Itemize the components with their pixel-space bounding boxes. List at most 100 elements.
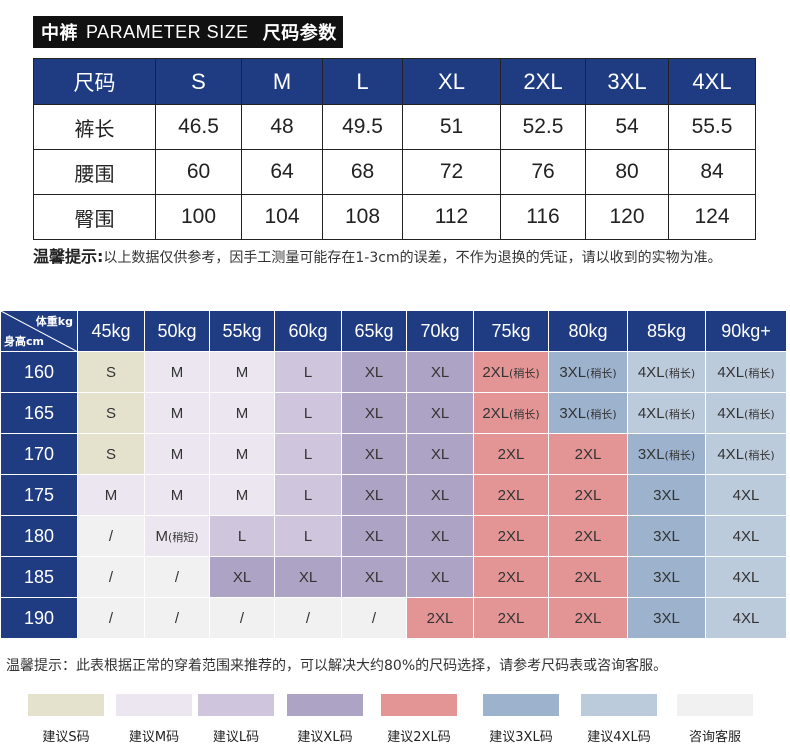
size-value: 3XL (653, 609, 680, 627)
legend-label: 建议2XL码 (387, 730, 451, 745)
size-cell: S (77, 433, 145, 475)
size-cell: L (274, 515, 342, 557)
size-value: L (303, 445, 313, 463)
size-value: 2XL (574, 609, 602, 627)
size-cell: 4XL(稍长) (627, 392, 706, 434)
size-value: 4XL (732, 568, 760, 586)
param-row: 腰围 60 64 68 72 76 80 84 (33, 149, 756, 195)
legend-label: 建议XL码 (297, 730, 353, 745)
size-note: (稍长) (509, 366, 540, 380)
title-en: PARAMETER SIZE (86, 21, 249, 42)
param-cell: 72 (402, 149, 501, 195)
title-cn2: 尺码参数 (262, 23, 337, 44)
size-value: M (104, 486, 118, 504)
size-value: S (105, 445, 116, 463)
legend-item: 建议3XL码 (483, 694, 559, 745)
param-cell: 104 (241, 194, 323, 240)
size-value: L (237, 527, 247, 545)
size-note: (稍长) (509, 407, 540, 421)
size-value: 3XL (653, 527, 680, 545)
param-row-label: 裤长 (33, 104, 156, 150)
size-cell: L (274, 474, 342, 516)
legend-item: 建议4XL码 (581, 694, 657, 745)
size-note: (稍长) (664, 448, 696, 462)
size-value: XL (298, 568, 318, 586)
size-value: 2XL (497, 527, 525, 545)
size-cell: M (144, 433, 210, 475)
size-value: 4XL (637, 363, 665, 381)
size-cell: XL (341, 474, 407, 516)
size-cell: 2XL (473, 474, 549, 516)
size-cell: S (77, 392, 145, 434)
weight-header: 60kg (274, 310, 342, 352)
height-row: 185 / / XL XL XL XL 2XL 2XL 3XL 4XL (0, 556, 787, 598)
param-cell: 48 (241, 104, 323, 150)
recommendation-note: 温馨提示：此表根据正常的穿着范围来推荐的，可以解决大约80%的尺码选择，请参考尺… (6, 658, 668, 674)
size-value: XL (232, 568, 252, 586)
legend-swatch (581, 694, 657, 716)
size-cell: XL (406, 556, 474, 598)
size-cell: 2XL (548, 474, 628, 516)
param-row-label: 腰围 (33, 149, 156, 195)
size-value: 2XL (497, 609, 525, 627)
legend-swatch (287, 694, 363, 716)
size-value: / (108, 609, 114, 627)
size-cell: M(稍短) (144, 515, 210, 557)
corner-weight-label: 体重kg (35, 315, 73, 328)
size-value: XL (430, 568, 450, 586)
height-label: 175 (0, 474, 78, 516)
weight-header: 75kg (473, 310, 549, 352)
size-value: 2XL (497, 568, 525, 586)
size-value: XL (364, 404, 384, 422)
legend-item: 建议L码 (198, 694, 274, 745)
size-cell: XL (406, 474, 474, 516)
size-cell: 3XL (627, 474, 706, 516)
size-value: 4XL (717, 445, 745, 463)
param-row: 臀围 100 104 108 112 116 120 124 (33, 194, 756, 240)
title-cn: 中裤 (41, 23, 78, 44)
size-value: / (108, 527, 114, 545)
size-value: M (170, 404, 184, 422)
size-note: (稍短) (167, 530, 199, 544)
size-cell: / (144, 556, 210, 598)
size-cell: 2XL (473, 515, 549, 557)
param-cell: 54 (585, 104, 669, 150)
size-value: M (235, 404, 249, 422)
size-cell: XL (341, 392, 407, 434)
size-value: / (239, 609, 245, 627)
size-cell: M (144, 351, 210, 393)
param-cell: 80 (585, 149, 669, 195)
legend-item: 建议XL码 (287, 694, 363, 745)
weight-header: 80kg (548, 310, 628, 352)
legend-swatch (483, 694, 559, 716)
size-cell: 2XL(稍长) (473, 351, 549, 393)
size-cell: 3XL(稍长) (548, 392, 628, 434)
size-cell: 4XL(稍长) (705, 433, 787, 475)
size-cell: / (77, 515, 145, 557)
size-cell: L (209, 515, 275, 557)
size-cell: / (144, 597, 210, 639)
legend-item: 咨询客服 (677, 694, 753, 745)
size-value: / (371, 609, 377, 627)
size-cell: 2XL (548, 515, 628, 557)
size-value: M (170, 445, 184, 463)
size-value: XL (364, 527, 384, 545)
size-cell: M (77, 474, 145, 516)
param-cell: 60 (155, 149, 242, 195)
size-value: M (170, 363, 184, 381)
size-cell: 3XL (627, 515, 706, 557)
size-value: L (303, 486, 313, 504)
height-label: 190 (0, 597, 78, 639)
size-cell: 2XL (473, 433, 549, 475)
legend-swatch (28, 694, 104, 716)
size-value: / (305, 609, 311, 627)
height-row: 170 S M M L XL XL 2XL 2XL 3XL(稍长) 4XL(稍长) (0, 433, 787, 475)
size-cell: XL (341, 433, 407, 475)
weight-header: 65kg (341, 310, 407, 352)
size-cell: 3XL(稍长) (627, 433, 706, 475)
legend-item: 建议M码 (116, 694, 192, 745)
size-note: (稍长) (744, 407, 775, 421)
weight-header: 85kg (627, 310, 706, 352)
param-cell: 120 (585, 194, 669, 240)
param-header-size: M (241, 58, 323, 105)
